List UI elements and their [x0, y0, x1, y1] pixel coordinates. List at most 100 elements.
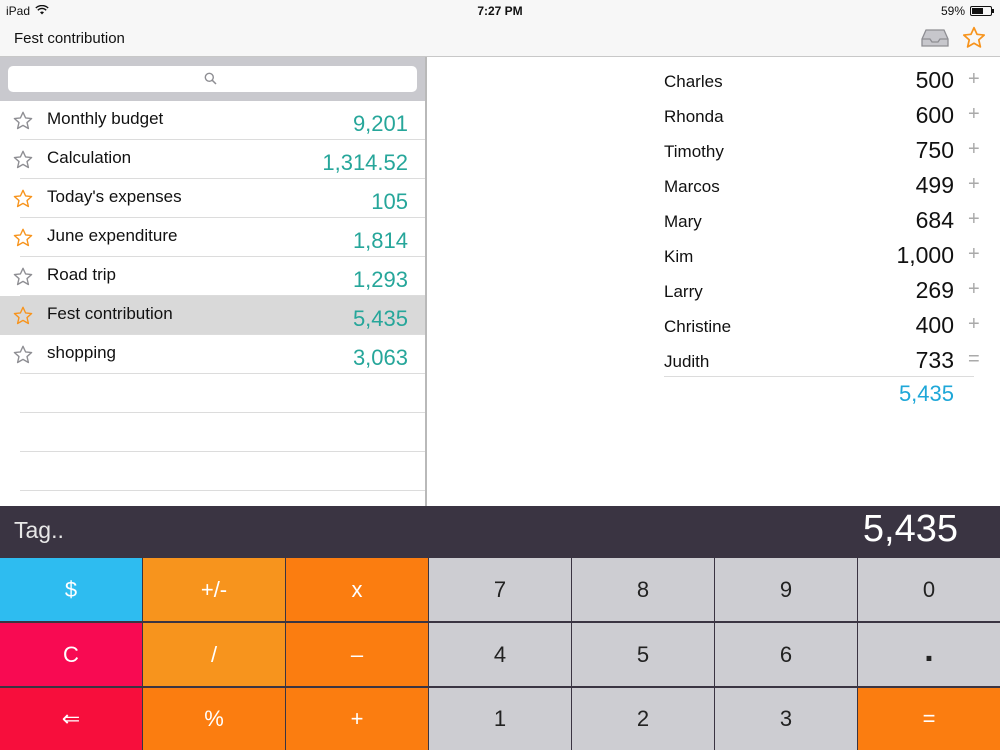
tag-input[interactable]: Tag..: [14, 517, 64, 543]
entry-operator: +: [968, 278, 980, 300]
entry-operator: +: [968, 68, 980, 90]
list-item-name: June expenditure: [47, 226, 178, 245]
divide-key[interactable]: /: [143, 623, 285, 686]
list-item-value: 1,293: [352, 267, 408, 292]
list-item-name: Road trip: [47, 265, 116, 284]
list-item-name: Calculation: [47, 148, 132, 167]
entry-operator: +: [968, 243, 980, 265]
add-key[interactable]: +: [286, 688, 428, 750]
entry-row[interactable]: Marcos 499 +: [427, 165, 1000, 200]
percent-key[interactable]: %: [143, 688, 285, 750]
star-filled-icon[interactable]: [12, 188, 34, 215]
empty-row-separator: [20, 451, 425, 452]
list-item[interactable]: Monthly budget 9,201: [0, 101, 425, 140]
entry-name[interactable]: Marcos: [664, 177, 720, 196]
entry-value[interactable]: 499: [915, 172, 954, 198]
star-filled-icon[interactable]: [12, 227, 34, 254]
search-icon: [204, 72, 217, 90]
entries-total: 5,435: [898, 381, 954, 406]
list-item-value: 5,435: [352, 306, 408, 331]
keypad: $ +/- x 7 8 9 0 C / –4 5 6. ⇐% +1 2 3 =: [0, 557, 1000, 750]
entry-row[interactable]: Charles 500 +: [427, 60, 1000, 95]
list-item[interactable]: shopping 3,063: [0, 335, 425, 374]
search-bar: [0, 57, 425, 101]
device-label: iPad: [6, 4, 31, 18]
entry-row[interactable]: Larry 269 +: [427, 270, 1000, 305]
tray-icon[interactable]: [920, 27, 950, 54]
entry-row[interactable]: Christine 400 +: [427, 305, 1000, 340]
list-item[interactable]: June expenditure 1,814: [0, 218, 425, 257]
entry-value[interactable]: 600: [915, 102, 954, 128]
calculator-display: Tag.. 5,435: [0, 506, 1000, 557]
list-item-value: 1,314.52: [322, 150, 408, 175]
entry-name[interactable]: Larry: [664, 282, 703, 301]
nav-bar: Fest contribution: [0, 22, 1000, 57]
entry-name[interactable]: Timothy: [664, 142, 724, 161]
list-item[interactable]: Road trip 1,293: [0, 257, 425, 296]
row-separator: [20, 334, 425, 335]
backspace-key[interactable]: ⇐: [0, 688, 142, 750]
list-item[interactable]: Fest contribution 5,435: [0, 296, 425, 335]
empty-row-separator: [20, 412, 425, 413]
entry-value[interactable]: 750: [915, 137, 954, 163]
entry-name[interactable]: Mary: [664, 212, 702, 231]
star-filled-icon[interactable]: [12, 305, 34, 332]
battery-icon: [970, 6, 994, 16]
list-item[interactable]: Today's expenses 105: [0, 179, 425, 218]
entry-operator: =: [968, 348, 980, 370]
favorite-star-icon[interactable]: [961, 25, 987, 56]
equals-key[interactable]: =: [858, 688, 1000, 750]
entry-row[interactable]: Timothy 750 +: [427, 130, 1000, 165]
row-separator: [20, 295, 425, 296]
entry-name[interactable]: Christine: [664, 317, 732, 336]
entry-name[interactable]: Kim: [664, 247, 694, 266]
digit-9-key[interactable]: 9: [715, 558, 857, 621]
star-icon[interactable]: [12, 266, 34, 293]
search-input[interactable]: [8, 66, 417, 92]
entry-operator: +: [968, 138, 980, 160]
digit-7-key[interactable]: 7: [429, 558, 571, 621]
row-separator: [20, 373, 425, 374]
entry-row[interactable]: Rhonda 600 +: [427, 95, 1000, 130]
status-time: 7:27 PM: [477, 4, 523, 18]
entry-operator: +: [968, 208, 980, 230]
clear-key[interactable]: C: [0, 623, 142, 686]
entry-value[interactable]: 733: [915, 347, 954, 373]
negate-key[interactable]: +/-: [143, 558, 285, 621]
digit-3-key[interactable]: 3: [715, 688, 857, 750]
multiply-key[interactable]: x: [286, 558, 428, 621]
entry-row[interactable]: Kim 1,000 +: [427, 235, 1000, 270]
digit-5-key[interactable]: 5: [572, 623, 714, 686]
list-item[interactable]: Calculation 1,314.52: [0, 140, 425, 179]
battery-percent: 59%: [940, 4, 965, 18]
star-icon[interactable]: [12, 344, 34, 371]
entry-operator: +: [968, 173, 980, 195]
digit-6-key[interactable]: 6: [715, 623, 857, 686]
star-icon[interactable]: [12, 149, 34, 176]
entry-name[interactable]: Judith: [664, 352, 710, 371]
digit-2-key[interactable]: 2: [572, 688, 714, 750]
list-item-name: Today's expenses: [47, 187, 182, 206]
entry-row[interactable]: Judith 733 =: [427, 340, 1000, 375]
entry-value[interactable]: 1,000: [896, 242, 954, 268]
digit-1-key[interactable]: 1: [429, 688, 571, 750]
entry-value[interactable]: 400: [915, 312, 954, 338]
list-item-name: Monthly budget: [47, 109, 164, 128]
entry-value[interactable]: 500: [915, 67, 954, 93]
row-separator: [20, 178, 425, 179]
empty-row-separator: [20, 490, 425, 491]
digit-4-key[interactable]: 4: [429, 623, 571, 686]
digit-8-key[interactable]: 8: [572, 558, 714, 621]
entry-value[interactable]: 684: [915, 207, 954, 233]
entry-value[interactable]: 269: [915, 277, 954, 303]
subtract-key[interactable]: –: [286, 623, 428, 686]
row-separator: [20, 139, 425, 140]
digit-0-key[interactable]: 0: [858, 558, 1000, 621]
decimal-key[interactable]: .: [858, 623, 1000, 686]
total-separator: [664, 376, 974, 377]
entry-name[interactable]: Charles: [664, 72, 723, 91]
star-icon[interactable]: [12, 110, 34, 137]
entry-name[interactable]: Rhonda: [664, 107, 724, 126]
currency-key[interactable]: $: [0, 558, 142, 621]
entry-row[interactable]: Mary 684 +: [427, 200, 1000, 235]
